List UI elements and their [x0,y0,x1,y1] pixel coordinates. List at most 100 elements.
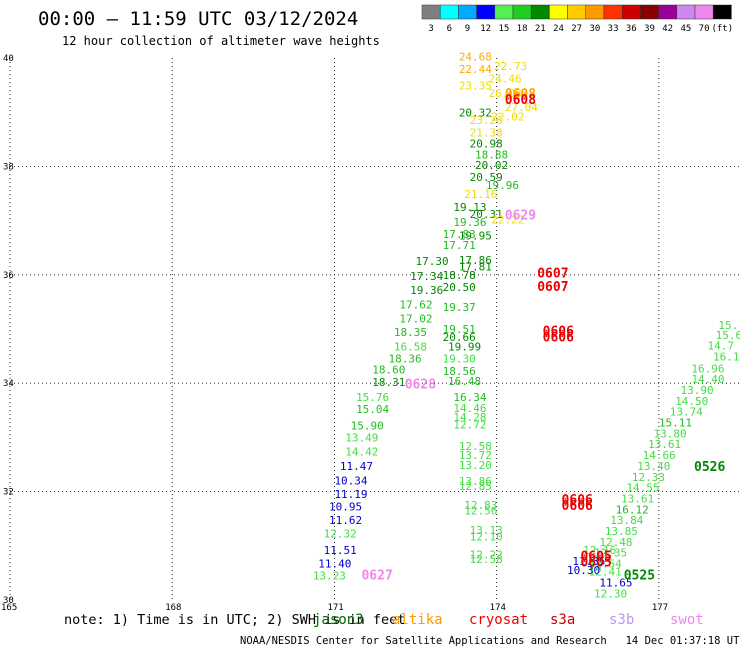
wave-height-label: 17.62 [399,298,432,311]
colorbar-label: 27 [571,24,582,34]
time-label: 0608 [505,93,536,108]
wave-height-label: 18.35 [394,326,427,339]
wave-height-label: 12.30 [594,587,627,600]
legend-swot: swot [670,612,704,628]
wave-height-label: 18.36 [389,353,422,366]
y-tick-label: 32 [3,488,14,498]
wave-height-label: 23.26 [470,114,503,127]
time-label: 0606 [562,493,593,508]
colorbar-swatch [549,4,568,20]
colorbar-swatch [712,4,732,20]
wave-height-label: 13.84 [610,514,643,527]
colorbar-legend: 3 6 9 12 15 18 21 24 27 30 33 36 39 42 45 70 (ft) [421,4,733,34]
wave-height-label: 22.44 [459,63,492,76]
wave-height-label: 12.83 [464,499,497,512]
wave-height-label: 13.20 [459,459,492,472]
wave-height-label: 11.19 [334,488,367,501]
wave-height-label: 10.30 [567,564,600,577]
wave-height-label: 18.88 [475,148,508,161]
colorbar-label: (ft) [711,24,733,34]
wave-height-label: 12.56 [464,504,497,517]
wave-height-label: 19.95 [459,230,492,243]
wave-height-label: 22.02 [491,110,524,123]
wave-height-label: 11.65 [599,576,632,589]
wave-height-label: 15.04 [356,403,389,416]
time-label: 0526 [694,460,725,475]
wave-height-label: 27.04 [505,101,538,114]
wave-height-label: 12.35 [594,547,627,560]
wave-height-label: 21.16 [464,188,497,201]
wave-height-label: 11.40 [318,557,351,570]
wave-height-label: 14.40 [691,373,724,386]
wave-height-label: 18.56 [443,365,476,378]
wave-height-label: 19.99 [448,341,481,354]
wave-height-label: 18.31 [372,376,405,389]
time-label: 0629 [505,209,536,224]
wave-height-label: 15.90 [351,419,384,432]
wave-height-label: 19.51 [443,323,476,336]
wave-height-label: 12.85 [459,480,492,493]
wave-height-label: 19.36 [453,216,486,229]
wave-height-label: 18.60 [372,363,405,376]
wave-height-label: 12.16 [583,544,616,557]
y-tick-label: 40 [3,54,14,64]
wave-height-label: 19.13 [453,201,486,214]
wave-height-label: 12.48 [599,536,632,549]
time-label: 0605 [580,549,611,564]
wave-height-label: 17.81 [459,260,492,273]
credit-line: NOAA/NESDIS Center for Satellite Applica… [240,635,740,647]
x-tick-label: 168 [165,603,181,613]
time-label: 0525 [624,568,655,583]
wave-height-label: 13.86 [459,475,492,488]
wave-height-label: 14.46 [453,402,486,415]
wave-height-label: 21.38 [470,127,503,140]
wave-height-label: 17.83 [443,228,476,241]
chart-subtitle: 12 hour collection of altimeter wave hei… [62,34,380,48]
legend-s3a: s3a [550,612,576,628]
wave-height-label: 13.40 [637,460,670,473]
wave-height-label: 14.50 [675,395,708,408]
wave-height-label: 20.32 [459,107,492,120]
wave-height-label: 16.48 [448,375,481,388]
colorbar-label: 39 [644,24,655,34]
colorbar-swatch [530,4,550,20]
colorbar-swatch [458,4,477,20]
wave-height-label: 17.71 [443,239,476,252]
wave-height-label: 14.55 [626,482,659,495]
wave-height-label: 23.35 [459,79,492,92]
wave-height-label: 15.11 [659,417,692,430]
wave-height-label: 11.47 [340,460,373,473]
colorbar-label: 36 [626,24,637,34]
colorbar-label: 30 [589,24,600,34]
wave-height-label: 10.34 [334,475,367,488]
x-tick-label: 171 [327,603,343,613]
x-tick-label: 177 [652,603,668,613]
wave-height-label: 16.96 [691,362,724,375]
wave-height-label: 14.42 [345,445,378,458]
colorbar-swatch [494,4,514,20]
wave-height-label: 20.02 [475,159,508,172]
wave-height-label: 13.90 [681,384,714,397]
colorbar-label: 45 [680,24,691,34]
time-label: 0606 [562,499,593,514]
colorbar-label: 42 [662,24,673,34]
wave-height-label: 11.35 [572,555,605,568]
wave-height-label: 17.30 [416,255,449,268]
colorbar-label: 15 [498,24,509,34]
wave-height-label: 10.95 [329,501,362,514]
wave-height-label: 19.36 [410,284,443,297]
y-tick-label: 30 [3,596,14,606]
wave-height-label: 24.46 [489,72,522,85]
wave-height-label: 16.12 [616,503,649,516]
time-label: 0607 [537,280,568,295]
x-tick-label: 174 [490,603,506,613]
wave-height-label: 15.76 [356,391,389,404]
wave-height-label: 17.02 [399,312,432,325]
time-label: 0606 [543,325,574,340]
legend-altika: altika [392,612,443,628]
wave-height-label: 16.58 [394,341,427,354]
colorbar-swatch [567,4,587,20]
wave-height-label: 12.10 [470,530,503,543]
wave-height-label: 11.51 [324,544,357,557]
